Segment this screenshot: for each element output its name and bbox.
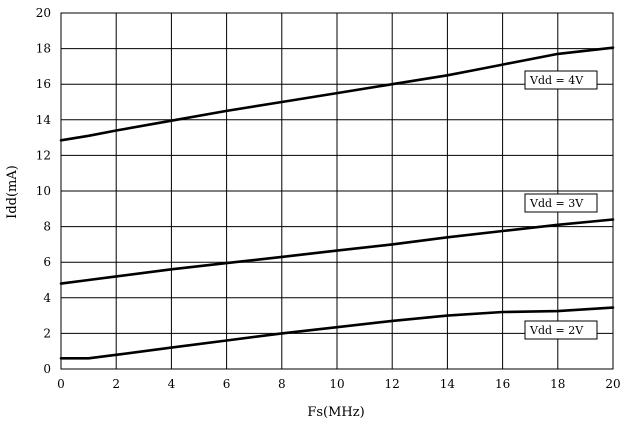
- x-tick-label: 8: [278, 377, 286, 391]
- series-label-box: [524, 193, 598, 213]
- x-tick-label: 2: [112, 377, 120, 391]
- series-label-box: [524, 70, 598, 90]
- y-tick-label: 4: [43, 291, 51, 305]
- y-tick-label: 10: [36, 184, 51, 198]
- series-label: Vdd = 2V: [529, 324, 584, 337]
- y-tick-label: 18: [36, 42, 51, 56]
- series-line-2: [59, 306, 615, 360]
- y-tick-label: 16: [36, 77, 51, 91]
- y-tick-label: 2: [43, 326, 51, 340]
- series-line-0: [59, 46, 615, 142]
- series-label-box: [524, 320, 598, 340]
- x-tick-label: 4: [168, 377, 176, 391]
- y-tick-label: 20: [36, 6, 51, 20]
- x-ticks: 0 2 4 6 8 10 12 14 16 18 20: [57, 377, 620, 391]
- legend-labels: Vdd = 4V Vdd = 3V Vdd = 2V: [524, 70, 598, 340]
- series-label: Vdd = 3V: [529, 197, 584, 210]
- x-tick-label: 6: [223, 377, 231, 391]
- series-label: Vdd = 4V: [529, 74, 584, 87]
- series-line-1: [59, 218, 615, 285]
- grid-lines: [61, 13, 613, 369]
- y-tick-label: 6: [43, 255, 51, 269]
- x-tick-label: 0: [57, 377, 65, 391]
- x-tick-label: 18: [550, 377, 565, 391]
- x-tick-label: 12: [385, 377, 400, 391]
- x-tick-label: 20: [605, 377, 620, 391]
- x-tick-label: 10: [329, 377, 344, 391]
- x-axis-label: Fs(MHz): [307, 405, 364, 420]
- y-ticks: 0 2 4 6 8 10 12 14 16 18 20: [36, 6, 52, 376]
- series-group: [59, 46, 615, 360]
- y-tick-label: 8: [43, 220, 51, 234]
- plot-frame: [60, 12, 614, 370]
- x-tick-label: 16: [495, 377, 510, 391]
- y-axis-label: Idd(mA): [5, 165, 20, 219]
- y-tick-label: 14: [36, 113, 52, 127]
- x-tick-label: 14: [440, 377, 456, 391]
- y-tick-label: 0: [43, 362, 51, 376]
- y-tick-label: 12: [36, 148, 51, 162]
